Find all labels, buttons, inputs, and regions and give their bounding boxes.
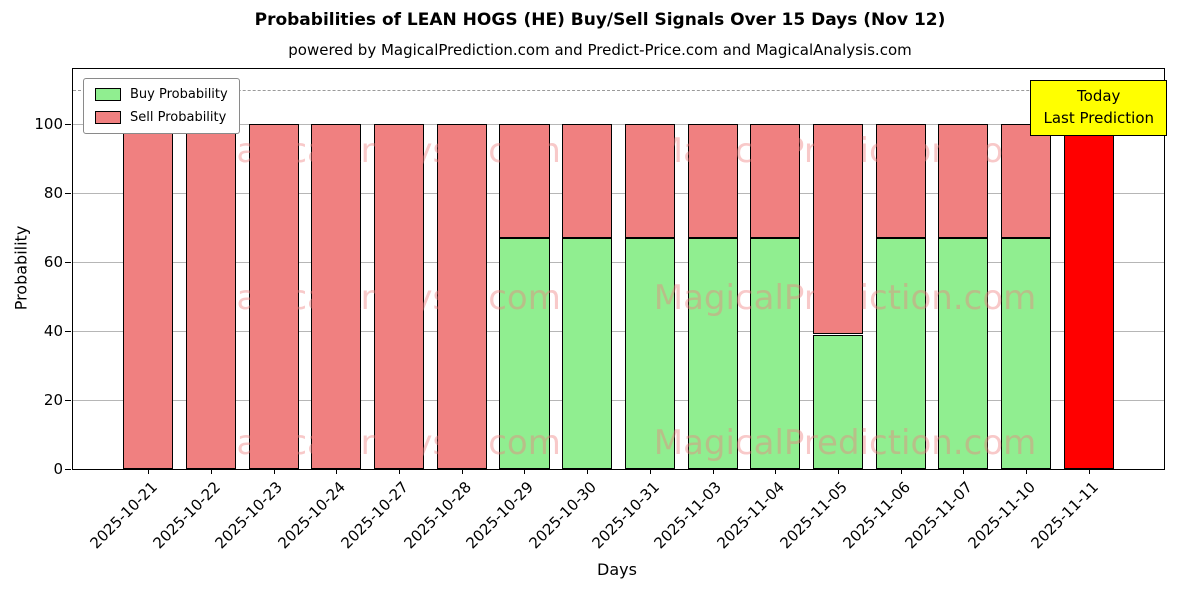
x-tick-mark	[148, 469, 150, 474]
y-tick-label: 60	[43, 253, 63, 272]
gridline	[73, 124, 1164, 126]
bar-buy-2025-11-04	[750, 238, 801, 469]
x-axis-label: Days	[597, 560, 637, 579]
y-tick-mark	[65, 124, 71, 126]
x-tick-mark	[273, 469, 275, 474]
bar-sell-2025-11-05	[812, 124, 864, 335]
legend-entry-buy: Buy Probability	[95, 87, 228, 102]
x-tick-mark	[587, 469, 589, 474]
x-tick-mark	[838, 469, 839, 474]
x-tick-label: 2025-10-30	[525, 478, 600, 553]
y-tick-mark	[65, 331, 71, 333]
x-tick-mark	[900, 469, 902, 474]
legend-entry-sell: Sell Probability	[95, 110, 228, 125]
bar-buy-2025-11-06	[875, 238, 926, 469]
bar-buy-2025-11-05	[812, 334, 864, 469]
bar-sell-2025-10-27	[374, 124, 425, 469]
chart-title: Probabilities of LEAN HOGS (HE) Buy/Sell…	[254, 10, 946, 30]
x-tick-mark	[336, 469, 338, 474]
y-tick-label: 80	[43, 184, 63, 203]
upper-dashed-line	[73, 89, 1164, 91]
bar-today-2025-11-11	[1063, 124, 1114, 469]
bar-sell-2025-11-07	[938, 124, 989, 238]
x-tick-mark	[775, 469, 777, 474]
y-tick-label: 100	[34, 115, 63, 134]
bar-sell-2025-11-10	[1001, 124, 1052, 238]
bar-sell-2025-10-28	[436, 124, 487, 469]
x-tick-label: 2025-11-05	[776, 478, 851, 553]
y-tick-label: 40	[43, 322, 63, 341]
x-tick-mark	[712, 469, 714, 474]
bar-sell-2025-10-31	[624, 124, 675, 238]
bar-buy-2025-10-30	[562, 238, 613, 469]
bar-sell-2025-10-22	[185, 124, 237, 469]
y-tick-label: 0	[53, 460, 63, 478]
bar-sell-2025-11-03	[687, 124, 738, 238]
bar-sell-2025-11-06	[875, 124, 926, 238]
annotation-line1: Today	[1077, 87, 1121, 105]
bar-sell-2025-10-24	[311, 124, 362, 469]
y-tick-mark	[65, 193, 71, 195]
x-tick-label: 2025-10-21	[86, 478, 161, 553]
y-tick-mark	[65, 469, 71, 470]
gridline	[73, 193, 1164, 195]
x-tick-mark	[210, 469, 212, 474]
y-tick-mark	[65, 262, 71, 264]
gridline	[73, 331, 1164, 333]
legend: Buy Probability Sell Probability	[83, 78, 240, 134]
x-tick-label: 2025-10-24	[274, 478, 350, 553]
y-tick-mark	[65, 400, 71, 401]
x-tick-mark	[1026, 469, 1028, 474]
x-tick-mark	[649, 469, 651, 474]
x-tick-mark	[963, 469, 965, 474]
chart-subtitle: powered by MagicalPrediction.com and Pre…	[288, 41, 912, 59]
x-tick-label: 2025-11-04	[713, 478, 789, 553]
x-tick-mark	[524, 469, 526, 474]
gridline	[73, 400, 1164, 401]
x-tick-mark	[1088, 469, 1090, 474]
today-annotation: Today Last Prediction	[1030, 80, 1167, 136]
bar-buy-2025-10-29	[499, 238, 550, 469]
y-tick-label: 20	[43, 391, 63, 409]
bar-buy-2025-11-10	[1001, 238, 1052, 469]
bar-sell-2025-10-30	[562, 124, 613, 238]
gridline	[73, 262, 1164, 264]
legend-label-buy: Buy Probability	[130, 87, 228, 102]
x-tick-mark	[461, 469, 463, 474]
bar-buy-2025-11-07	[938, 238, 989, 469]
buy-color-swatch	[95, 88, 121, 101]
x-tick-label: 2025-10-27	[337, 478, 412, 553]
bar-sell-2025-10-21	[123, 124, 174, 469]
x-tick-mark	[399, 469, 400, 474]
bar-sell-2025-10-29	[499, 124, 550, 238]
bar-sell-2025-10-23	[248, 124, 299, 469]
bar-buy-2025-11-03	[687, 238, 738, 469]
x-tick-label: 2025-11-10	[964, 478, 1039, 553]
plot-area: Buy Probability Sell Probability 0 20 40 60…	[34, 68, 1165, 552]
sell-color-swatch	[95, 111, 121, 124]
annotation-line2: Last Prediction	[1043, 108, 1154, 127]
bar-buy-2025-10-31	[624, 238, 675, 469]
bar-sell-2025-11-04	[750, 124, 801, 238]
legend-label-sell: Sell Probability	[130, 110, 227, 125]
